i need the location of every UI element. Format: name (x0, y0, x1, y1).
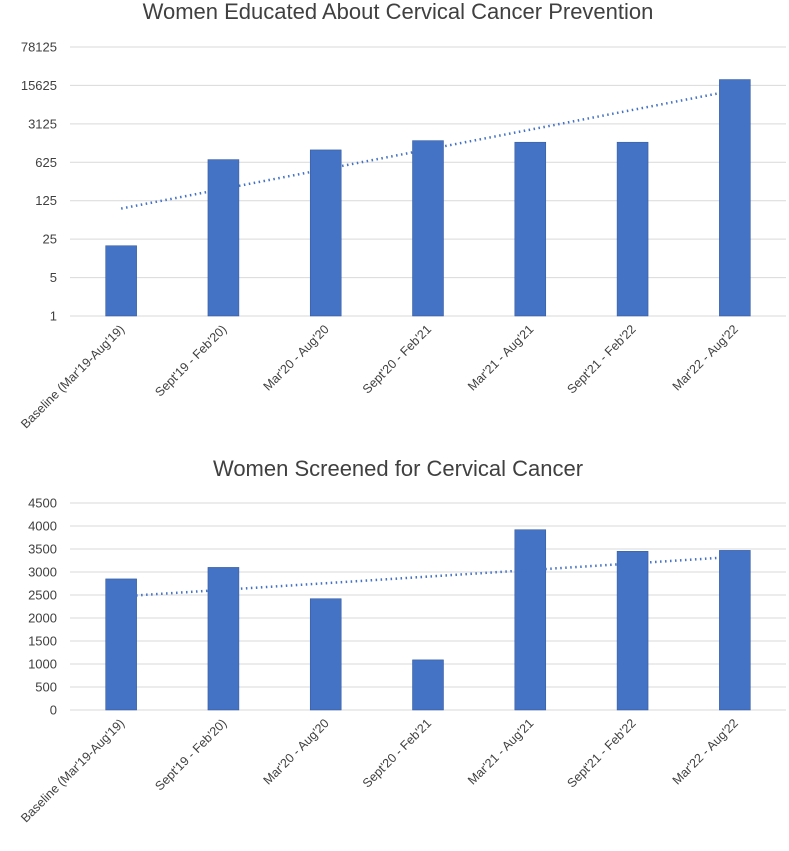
y-tick-label: 125 (35, 193, 57, 208)
bar (207, 159, 240, 317)
bar (514, 529, 547, 711)
bar (309, 149, 342, 317)
x-tick-label: Sept'20 - Feb'21 (360, 322, 434, 396)
chart-women-educated: Women Educated About Cervical Cancer Pre… (18, 0, 786, 431)
bar (105, 578, 137, 711)
y-tick-label: 3125 (28, 116, 57, 131)
x-tick-label: Mar'20 - Aug'20 (261, 322, 332, 393)
bar (105, 245, 137, 317)
x-tick-label: Sept'20 - Feb'21 (360, 716, 434, 790)
y-tick-label: 3500 (28, 542, 57, 557)
bar (514, 141, 547, 317)
bar (719, 79, 751, 317)
y-tick-label: 500 (35, 680, 57, 695)
y-tick-label: 1 (50, 309, 57, 324)
chart-women-screened: Women Screened for Cervical Cancer 0 500 1… (0, 445, 789, 851)
x-tick-label: Baseline (Mar'19-Aug'19) (18, 716, 127, 825)
bar (616, 551, 649, 711)
x-tick-label: Sept'19 - Feb'20) (152, 322, 229, 399)
y-tick-label: 4500 (28, 496, 57, 511)
chart-title: Women Screened for Cervical Cancer (213, 456, 583, 481)
y-tick-label: 25 (43, 232, 57, 247)
y-tick-label: 3000 (28, 565, 57, 580)
chart-title: Women Educated About Cervical Cancer Pre… (143, 0, 654, 24)
trendline (120, 88, 736, 210)
bar (412, 659, 444, 711)
x-tick-label: Sept'19 - Feb'20) (152, 716, 229, 793)
y-tick-label: 0 (50, 703, 57, 718)
y-tick-label: 15625 (21, 78, 57, 93)
y-tick-label: 2000 (28, 611, 57, 626)
y-tick-label: 5 (50, 270, 57, 285)
y-tick-label: 78125 (21, 40, 57, 55)
y-tick-label: 4000 (28, 519, 57, 534)
bar (719, 550, 751, 711)
y-tick-label: 1000 (28, 657, 57, 672)
y-tick-label: 625 (35, 155, 57, 170)
bar (207, 567, 240, 711)
y-tick-label: 1500 (28, 634, 57, 649)
bar (412, 140, 444, 317)
y-tick-label: 2500 (28, 588, 57, 603)
x-tick-label: Mar'21 - Aug'21 (465, 322, 536, 393)
x-tick-label: Sept'21 - Feb'22 (564, 716, 638, 790)
x-tick-label: Sept'21 - Feb'22 (564, 322, 638, 396)
x-tick-label: Mar'22 - Aug'22 (670, 322, 741, 393)
bar (309, 598, 342, 711)
x-tick-label: Mar'20 - Aug'20 (261, 716, 332, 787)
x-tick-label: Mar'21 - Aug'21 (465, 716, 536, 787)
x-tick-label: Baseline (Mar'19-Aug'19) (18, 322, 127, 431)
bar (616, 141, 649, 317)
x-tick-label: Mar'22 - Aug'22 (670, 716, 741, 787)
